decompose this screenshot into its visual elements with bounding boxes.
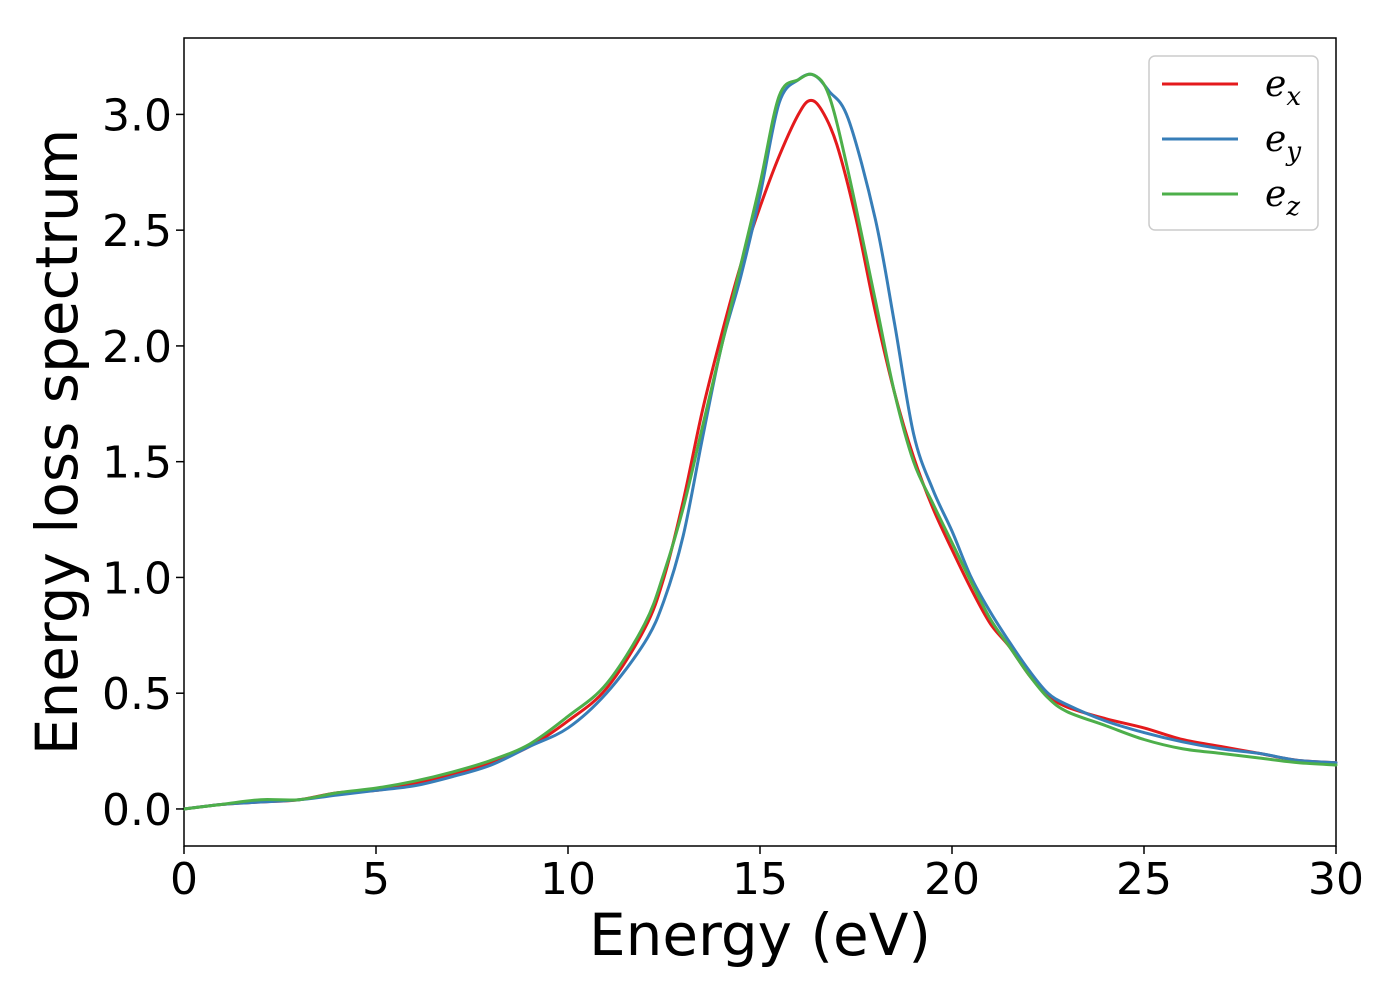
x-tick-label: 30 — [1308, 854, 1364, 905]
y-tick-label: 3.0 — [102, 90, 172, 141]
series-line-z — [182, 72, 1338, 811]
x-tick-label: 25 — [1116, 854, 1172, 905]
x-tick-label: 20 — [924, 854, 980, 905]
legend-label-y: ey — [1265, 119, 1301, 167]
x-tick-label: 15 — [732, 854, 788, 905]
series-layer — [182, 72, 1338, 811]
legend-label-z: ez — [1265, 174, 1300, 222]
series-line-x — [182, 98, 1338, 811]
y-tick-label: 1.5 — [102, 438, 172, 489]
x-tick-label: 10 — [540, 854, 596, 905]
y-tick-label: 2.0 — [102, 322, 172, 373]
x-tick-label: 0 — [170, 854, 198, 905]
y-tick-label: 2.5 — [102, 206, 172, 257]
legend: ex ey ez — [1148, 55, 1319, 231]
y-tick-label: 1.0 — [102, 553, 172, 604]
x-axis-ticks: 0 5 10 15 20 25 30 — [170, 846, 1364, 905]
y-tick-label: 0.5 — [102, 669, 172, 720]
legend-items: ex ey ez — [1162, 64, 1301, 222]
y-axis-title: Energy loss spectrum — [23, 129, 91, 755]
x-axis-title: Energy (eV) — [589, 901, 931, 969]
y-axis-ticks: 0.0 0.5 1.0 1.5 2.0 2.5 3.0 — [102, 90, 184, 836]
y-tick-label: 0.0 — [102, 785, 172, 836]
legend-box — [1148, 55, 1319, 231]
legend-label-x: ex — [1265, 64, 1301, 112]
x-tick-label: 5 — [362, 854, 390, 905]
